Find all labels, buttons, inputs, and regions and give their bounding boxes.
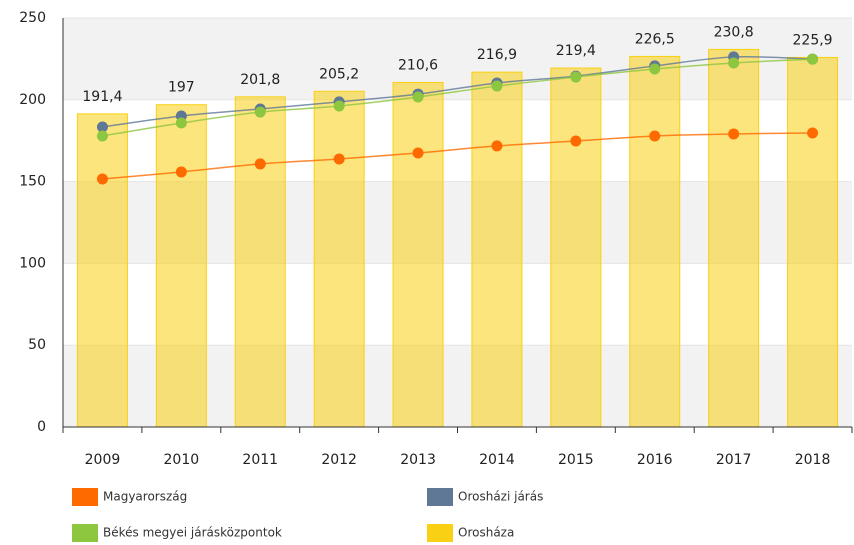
y-tick-label: 200 <box>19 92 46 108</box>
bar <box>787 56 839 428</box>
x-tick-label: 2015 <box>558 452 594 468</box>
bar <box>629 55 681 428</box>
x-tick-label: 2009 <box>85 452 121 468</box>
value-label: 201,8 <box>240 72 280 88</box>
x-tick-label: 2017 <box>716 452 752 468</box>
marker <box>412 147 424 159</box>
marker <box>333 100 345 112</box>
marker <box>728 57 740 69</box>
marker <box>807 53 819 65</box>
x-tick-label: 2014 <box>479 452 515 468</box>
y-tick-label: 100 <box>19 255 46 271</box>
value-label: 226,5 <box>635 31 675 47</box>
marker <box>333 153 345 165</box>
legend-label: Orosházi járás <box>458 490 543 504</box>
bar <box>471 71 523 428</box>
marker <box>570 71 582 83</box>
value-label: 210,6 <box>398 57 438 73</box>
legend-swatch <box>427 524 453 542</box>
legend-swatch <box>427 488 453 506</box>
y-tick-label: 150 <box>19 174 46 190</box>
x-tick-label: 2013 <box>400 452 436 468</box>
marker <box>254 158 266 170</box>
marker <box>96 121 108 133</box>
bar <box>76 113 128 428</box>
bar <box>392 81 444 428</box>
bar <box>313 90 365 428</box>
marker <box>728 128 740 140</box>
line <box>102 55 813 128</box>
marker <box>649 63 661 75</box>
y-tick-label: 250 <box>19 10 46 26</box>
value-label: 197 <box>168 80 195 96</box>
marker <box>491 140 503 152</box>
legend-label: Békés megyei járásközpontok <box>103 526 282 540</box>
marker <box>570 135 582 147</box>
marker <box>175 166 187 178</box>
value-label: 216,9 <box>477 47 517 63</box>
line <box>102 132 813 180</box>
value-label: 230,8 <box>714 24 754 40</box>
x-tick-label: 2010 <box>164 452 200 468</box>
marker <box>175 117 187 129</box>
x-tick-label: 2011 <box>242 452 278 468</box>
x-tick-label: 2018 <box>795 452 831 468</box>
legend-swatch <box>72 524 98 542</box>
marker <box>807 127 819 139</box>
bar <box>234 96 286 428</box>
marker <box>96 130 108 142</box>
bar <box>708 48 760 428</box>
marker <box>254 106 266 118</box>
marker <box>96 173 108 185</box>
x-tick-label: 2016 <box>637 452 673 468</box>
y-tick-label: 0 <box>37 419 46 435</box>
bar <box>550 67 602 428</box>
bar <box>155 104 207 428</box>
y-tick-label: 50 <box>28 337 46 353</box>
value-label: 191,4 <box>82 89 122 105</box>
marker <box>412 91 424 103</box>
value-label: 205,2 <box>319 66 359 82</box>
legend-label: Magyarország <box>103 490 187 504</box>
legend-label: Orosháza <box>458 526 514 540</box>
value-label: 225,9 <box>793 32 833 48</box>
value-label: 219,4 <box>556 43 596 59</box>
line <box>102 58 813 137</box>
legend-swatch <box>72 488 98 506</box>
marker <box>649 130 661 142</box>
x-tick-label: 2012 <box>321 452 357 468</box>
marker <box>491 80 503 92</box>
